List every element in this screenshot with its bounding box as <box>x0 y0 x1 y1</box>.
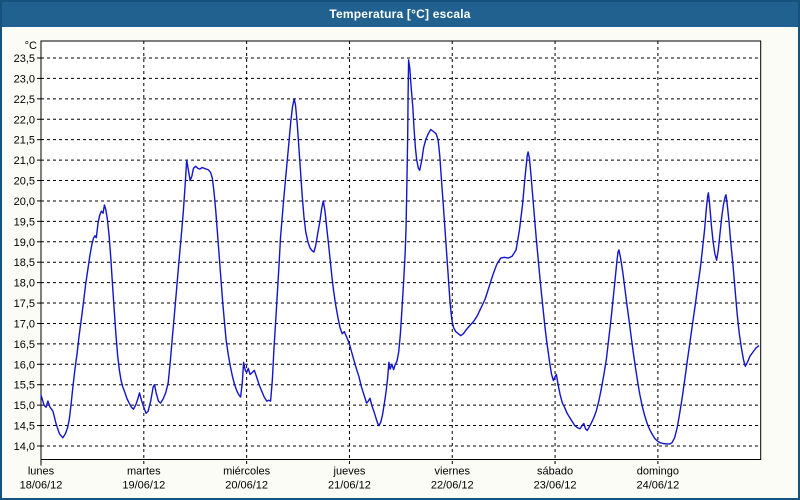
y-tick-label: 18,0 <box>14 278 35 290</box>
day-date-label: 19/06/12 <box>122 480 165 492</box>
day-date-label: 18/06/12 <box>20 480 63 492</box>
day-name-label: miércoles <box>223 466 271 478</box>
y-axis-unit-label: °C <box>25 40 37 52</box>
y-tick-label: 14,0 <box>14 441 35 453</box>
y-tick-label: 23,0 <box>14 73 35 85</box>
y-tick-label: 19,0 <box>14 237 35 249</box>
y-tick-label: 22,5 <box>14 94 35 106</box>
temperature-line-chart: 23,5 23,0 22,5 22,0 21,5 21,0 20,5 20,0 19,5 19,0… <box>14 40 762 492</box>
y-tick-label: 15,0 <box>14 400 35 412</box>
temperature-series-line <box>40 59 760 445</box>
day-name-label: martes <box>127 466 161 478</box>
day-date-label: 24/06/12 <box>636 480 679 492</box>
day-name-label: jueves <box>333 466 366 478</box>
y-tick-label: 19,5 <box>14 216 35 228</box>
y-tick-label: 17,5 <box>14 298 35 310</box>
y-tick-label: 18,5 <box>14 257 35 269</box>
y-tick-label: 20,5 <box>14 176 35 188</box>
y-tick-label: 23,5 <box>14 53 35 65</box>
day-date-label: 23/06/12 <box>534 480 577 492</box>
y-tick-label: 17,0 <box>14 318 35 330</box>
day-name-label: viernes <box>435 466 471 478</box>
title-bar: Temperatura [°C] escala <box>0 0 800 27</box>
y-tick-label: 15,5 <box>14 380 35 392</box>
day-name-label: sábado <box>537 466 573 478</box>
chart-title: Temperatura [°C] escala <box>329 6 471 21</box>
plot-background <box>41 41 761 460</box>
y-tick-label: 14,5 <box>14 421 35 433</box>
y-tick-label: 20,0 <box>14 196 35 208</box>
day-name-label: domingo <box>637 466 679 478</box>
y-tick-label: 21,0 <box>14 155 35 167</box>
y-tick-label: 21,5 <box>14 135 35 147</box>
y-tick-label: 16,0 <box>14 359 35 371</box>
day-date-label: 22/06/12 <box>431 480 474 492</box>
day-name-label: lunes <box>28 466 55 478</box>
y-tick-label: 16,5 <box>14 339 35 351</box>
y-tick-label: 22,0 <box>14 114 35 126</box>
plot-border <box>40 40 762 460</box>
chart-area: 23,5 23,0 22,5 22,0 21,5 21,0 20,5 20,0 19,5 19,0… <box>0 27 800 500</box>
day-date-label: 20/06/12 <box>225 480 268 492</box>
day-date-label: 21/06/12 <box>328 480 371 492</box>
